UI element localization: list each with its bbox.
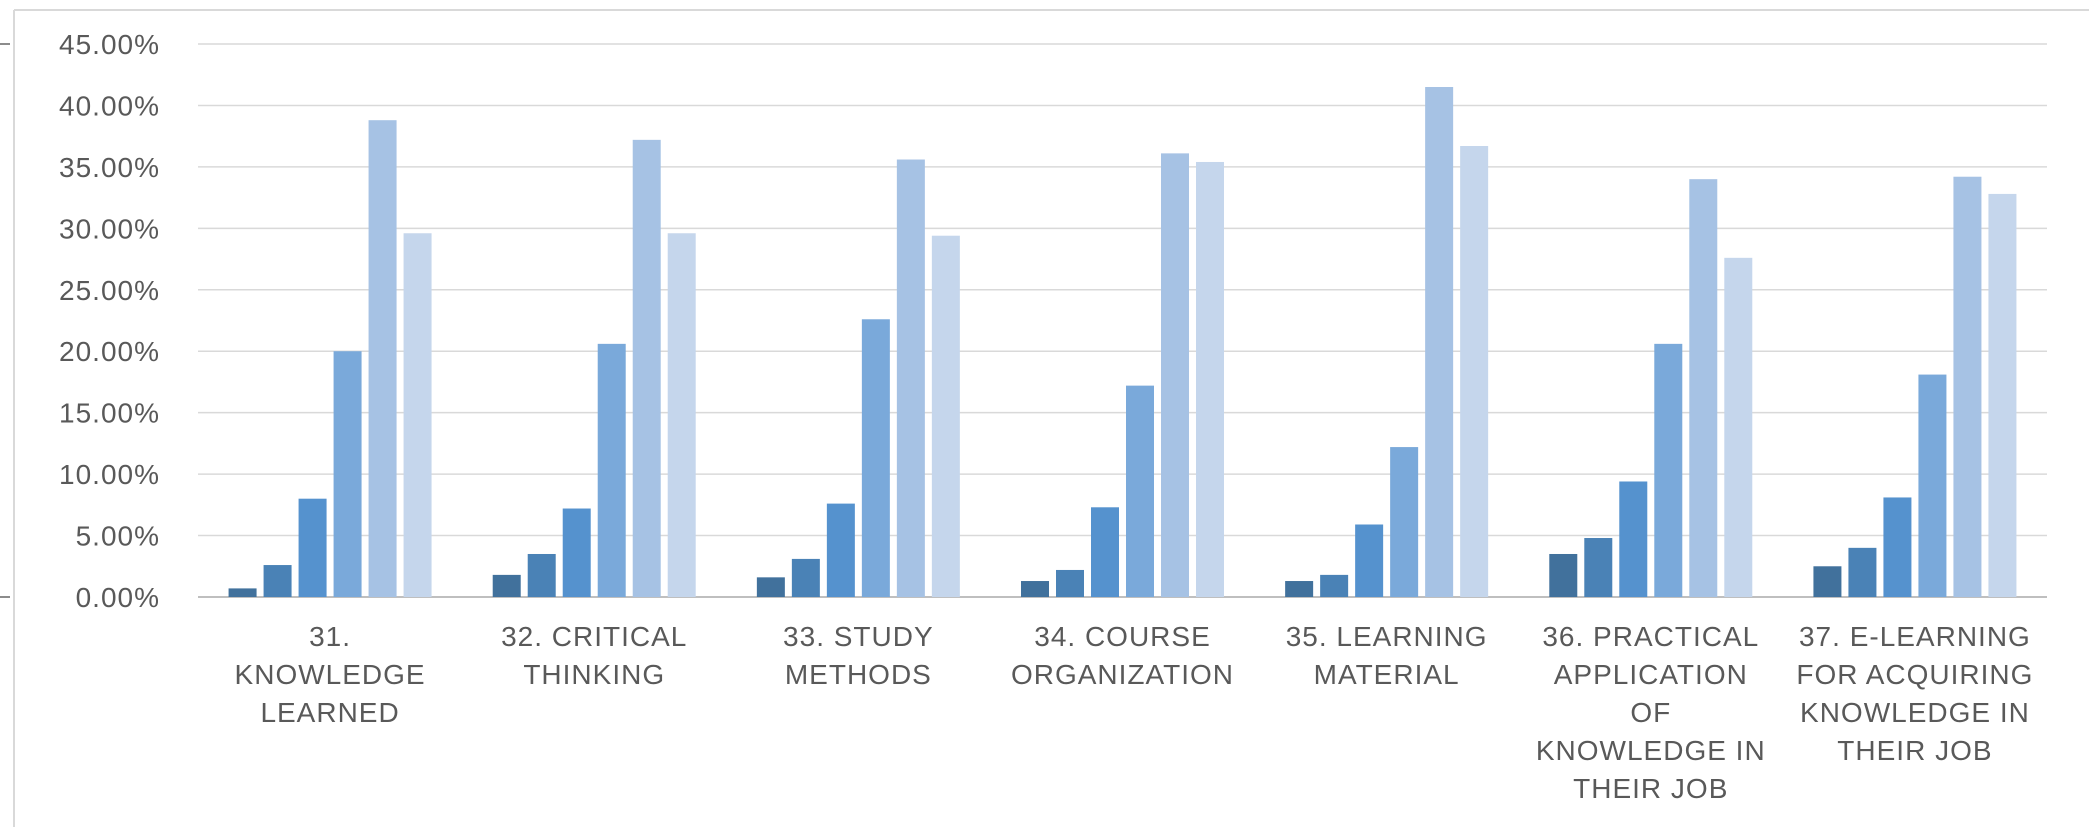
bar [1285,581,1314,597]
category-label: 35. LEARNING MATERIAL [1286,621,1488,690]
bar [756,577,785,597]
y-tick-label: 10.00% [59,459,160,490]
category-label: 31. KNOWLEDGE LEARNED [235,621,426,728]
bar [263,565,292,597]
y-tick-label: 40.00% [59,90,160,121]
gridlines [198,43,2047,598]
bars [228,87,2017,598]
bar [1584,538,1613,597]
bar [1390,447,1419,597]
bar [1196,161,1224,597]
bar [896,159,925,597]
bar [1056,569,1084,597]
bar [931,235,960,597]
bar [597,343,626,597]
bar [791,558,820,597]
category-label: 37. E-LEARNING FOR ACQUIRING KNOWLEDGE IN T… [1796,621,2033,766]
bar [333,351,362,597]
category-label: 34. COURSE ORGANIZATION [1011,621,1234,690]
y-axis-tick-labels: 0.00% 5.00% 10.00% 15.00% 20.00% 25.00% 30.00%… [59,29,160,613]
bar [1918,374,1947,597]
bar [1091,507,1119,597]
category-labels: 31. KNOWLEDGE LEARNED 32. CRITICAL THINKING 3… [235,621,2033,804]
y-tick-label: 20.00% [59,336,160,367]
bar [861,319,890,597]
bar [1953,176,1982,597]
y-tick-label: 15.00% [59,398,160,429]
bar [368,120,397,598]
bar [1021,581,1049,597]
bar [527,553,556,597]
y-tick-label: 25.00% [59,275,160,306]
y-tick-label: 45.00% [59,29,160,60]
category-label: 33. STUDY METHODS [783,621,934,690]
y-tick-label: 35.00% [59,152,160,183]
bar [1724,257,1753,597]
bar [403,233,432,597]
bar [1126,385,1154,597]
chart-frame [0,9,2089,827]
bar [1619,481,1648,597]
bar [632,139,661,597]
bar [1161,153,1189,598]
y-tick-label: 30.00% [59,213,160,244]
bar [1320,574,1349,597]
category-label: 36. PRACTICAL APPLICATION OF KNOWLEDGE IN TH… [1536,621,1766,804]
bar [1355,524,1384,597]
bar [826,503,855,597]
bar [298,498,327,597]
chart-border [13,9,2089,827]
bar [1654,343,1683,597]
bar [562,508,591,597]
bar [492,574,521,597]
bar [228,588,257,597]
bar [1883,497,1912,597]
bar [667,233,696,597]
bar [1425,87,1454,597]
bar [1689,179,1718,597]
bar [1848,547,1877,597]
bar [1813,566,1842,597]
bar [1988,193,2017,597]
bar [1460,145,1489,597]
bar [1549,553,1578,597]
y-tick-label: 5.00% [76,521,160,552]
category-label: 32. CRITICAL THINKING [501,621,687,690]
y-tick-label: 0.00% [76,582,160,613]
